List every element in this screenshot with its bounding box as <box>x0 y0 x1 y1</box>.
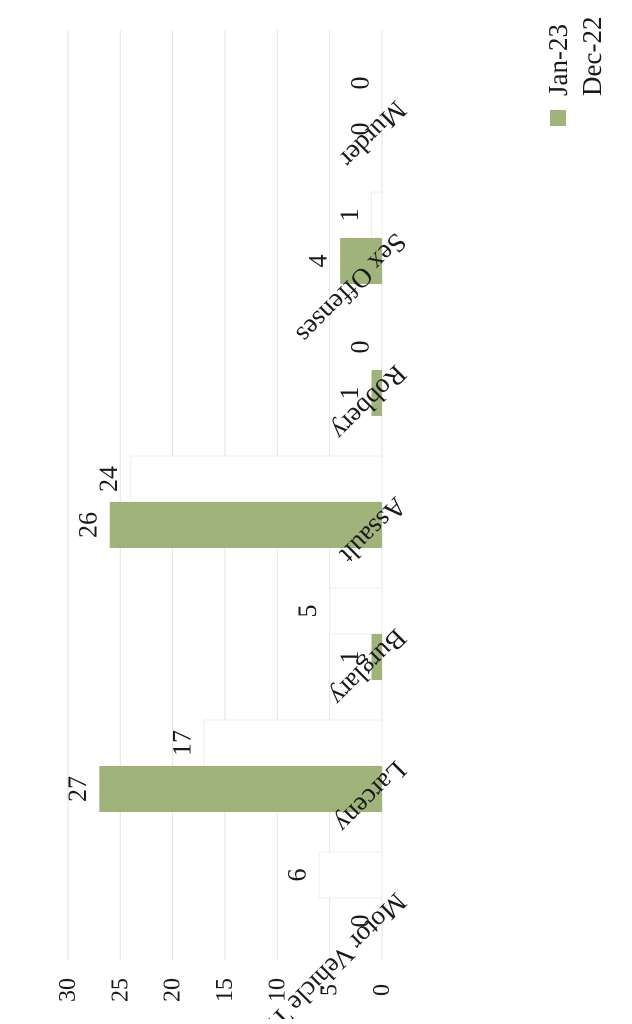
data-label: 0 <box>346 123 375 136</box>
data-label: 4 <box>304 255 333 268</box>
data-label: 5 <box>293 605 322 618</box>
data-label: 17 <box>168 730 197 756</box>
y-tick-label: 0 <box>369 984 395 996</box>
data-label: 6 <box>283 869 312 882</box>
data-label: 0 <box>346 341 375 354</box>
data-label: 1 <box>335 209 364 222</box>
data-label: 27 <box>63 776 92 802</box>
bar-dec-22-assault <box>130 455 383 503</box>
legend-swatch <box>550 110 566 126</box>
data-label: 1 <box>335 651 364 664</box>
bar-jan-23-assault <box>109 502 382 548</box>
y-tick-label: 5 <box>317 984 343 996</box>
data-label: 24 <box>94 466 123 492</box>
legend-label: Jan-23 <box>543 24 573 96</box>
category-label: Motor Vehicle Theft <box>236 887 413 1019</box>
y-tick-label: 10 <box>264 978 290 1002</box>
bar-jan-23-burglary <box>371 634 382 680</box>
bar-jan-23-robbery <box>371 370 382 416</box>
bar-dec-22-burglary <box>329 587 383 635</box>
bar-dec-22-larceny <box>203 719 383 767</box>
legend-label: Dec-22 <box>577 17 607 96</box>
data-label: 1 <box>335 387 364 400</box>
y-tick-label: 30 <box>55 978 81 1002</box>
bars <box>99 191 383 899</box>
bar-jan-23-sex-offenses <box>340 238 382 284</box>
bar-dec-22-sex-offenses <box>371 191 383 239</box>
data-label: 0 <box>346 915 375 928</box>
legend-swatch <box>583 109 601 127</box>
y-tick-label: 25 <box>107 978 133 1002</box>
y-tick-label: 15 <box>212 978 238 1002</box>
data-label: 26 <box>73 512 102 538</box>
data-label: 0 <box>346 77 375 90</box>
bar-jan-23-larceny <box>99 766 382 812</box>
category-label: Burglary <box>324 623 413 712</box>
bar-dec-22-motor-vehicle-theft <box>318 851 383 899</box>
y-tick-label: 20 <box>160 978 186 1002</box>
category-label: Robbery <box>325 359 412 446</box>
